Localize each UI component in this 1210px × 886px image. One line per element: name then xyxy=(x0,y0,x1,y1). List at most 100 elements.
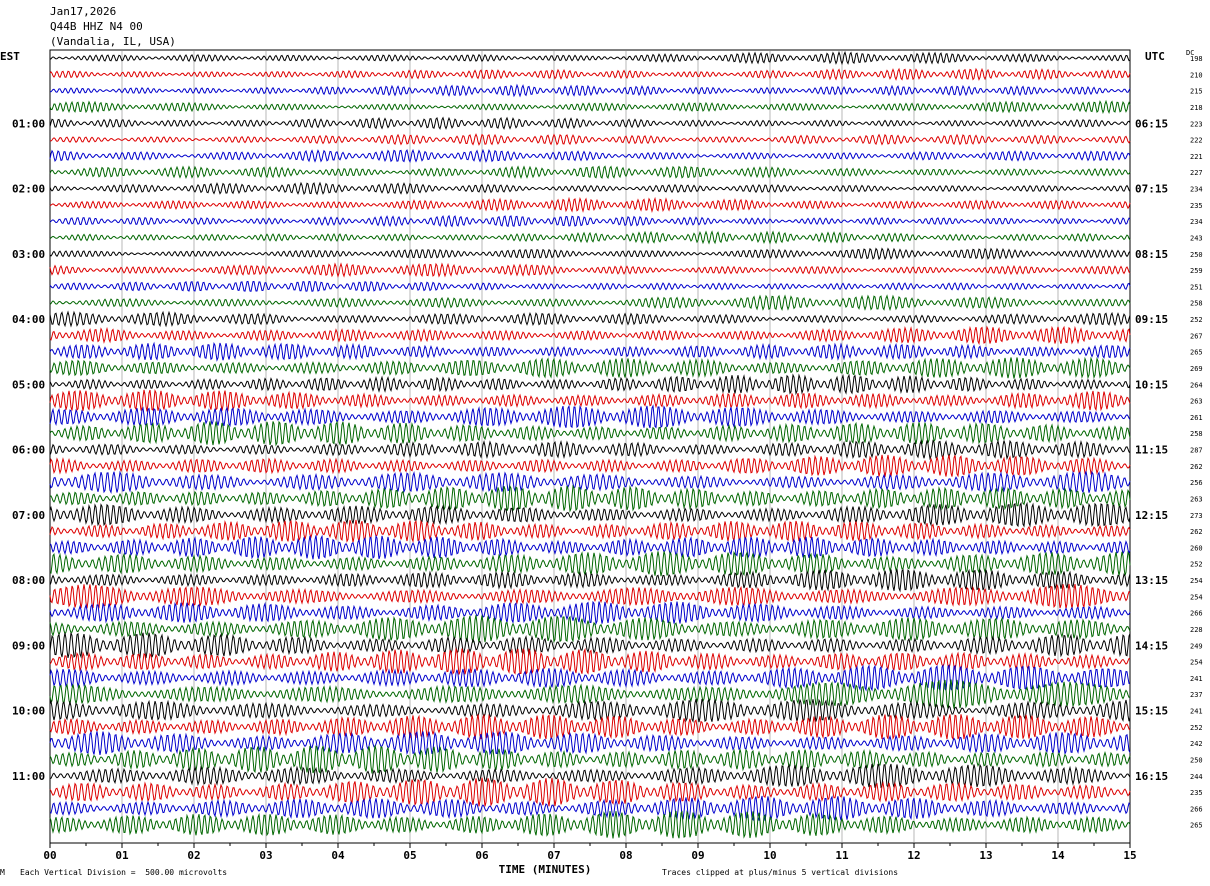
utc-hour-label: 10:15 xyxy=(1135,378,1168,391)
x-tick-label: 12 xyxy=(907,849,920,862)
x-tick-label: 01 xyxy=(115,849,129,862)
dc-offset-label: 264 xyxy=(1190,381,1203,389)
seismic-trace xyxy=(49,116,1131,130)
dc-offset-label: 258 xyxy=(1190,300,1203,308)
seismic-trace xyxy=(49,325,1131,346)
dc-offset-label: 235 xyxy=(1190,202,1203,210)
dc-offset-label: 258 xyxy=(1190,430,1203,438)
seismic-trace xyxy=(49,632,1131,659)
seismic-trace xyxy=(49,568,1131,593)
est-hour-label: 04:00 xyxy=(12,313,45,326)
dc-offset-label: 237 xyxy=(1190,691,1203,699)
est-hour-label: 06:00 xyxy=(12,444,45,457)
utc-hour-label: 06:15 xyxy=(1135,117,1168,130)
dc-offset-label: 249 xyxy=(1190,642,1203,650)
x-tick-label: 00 xyxy=(43,849,56,862)
dc-offset-label: 269 xyxy=(1190,365,1203,373)
est-hour-label: 07:00 xyxy=(12,509,45,522)
seismic-trace xyxy=(49,83,1131,98)
dc-offset-label: 273 xyxy=(1190,512,1203,520)
dc-header-label: DC xyxy=(1186,49,1195,57)
seismic-trace xyxy=(49,550,1131,577)
seismic-trace xyxy=(49,810,1131,839)
utc-hour-label: 07:15 xyxy=(1135,183,1168,196)
right-timezone-label: UTC xyxy=(1145,50,1165,63)
utc-hour-label: 12:15 xyxy=(1135,509,1168,522)
seismic-trace xyxy=(49,501,1131,528)
seismic-trace xyxy=(49,165,1131,180)
seismic-trace xyxy=(49,133,1131,146)
seismic-trace xyxy=(49,310,1131,328)
seismic-trace xyxy=(49,420,1131,447)
dc-offset-label: 235 xyxy=(1190,789,1203,797)
seismic-trace xyxy=(49,341,1131,362)
seismic-trace xyxy=(49,730,1131,757)
utc-hour-label: 16:15 xyxy=(1135,770,1168,783)
est-hour-label: 10:00 xyxy=(12,705,45,718)
x-tick-label: 14 xyxy=(1051,849,1065,862)
x-tick-label: 05 xyxy=(403,849,416,862)
dc-offset-label: 256 xyxy=(1190,479,1203,487)
x-tick-label: 13 xyxy=(979,849,992,862)
seismic-trace xyxy=(49,99,1131,115)
seismic-trace xyxy=(49,534,1131,560)
seismic-trace xyxy=(49,294,1131,312)
seismic-trace xyxy=(49,763,1131,789)
dc-offset-label: 223 xyxy=(1190,120,1203,128)
dc-offset-label: 251 xyxy=(1190,283,1203,291)
seismic-trace xyxy=(49,454,1131,478)
x-tick-label: 09 xyxy=(691,849,704,862)
left-timezone-label: EST xyxy=(0,50,20,63)
seismic-trace xyxy=(49,614,1131,644)
dc-offset-label: 228 xyxy=(1190,626,1203,634)
x-tick-label: 07 xyxy=(547,849,560,862)
utc-hour-label: 14:15 xyxy=(1135,639,1168,652)
dc-offset-label: 210 xyxy=(1190,71,1203,79)
dc-offset-label: 250 xyxy=(1190,756,1203,764)
seismic-trace xyxy=(49,404,1131,429)
x-tick-label: 02 xyxy=(187,849,200,862)
seismic-trace xyxy=(49,664,1131,692)
dc-offset-label: 218 xyxy=(1190,104,1203,112)
est-hour-label: 09:00 xyxy=(12,639,45,652)
seismic-trace xyxy=(49,356,1131,380)
dc-offset-label: 243 xyxy=(1190,234,1203,242)
seismic-trace xyxy=(49,196,1131,213)
seismic-trace xyxy=(49,181,1131,196)
utc-hour-label: 15:15 xyxy=(1135,705,1168,718)
utc-hour-label: 13:15 xyxy=(1135,574,1168,587)
dc-offset-label: 242 xyxy=(1190,740,1203,748)
seismic-trace xyxy=(49,214,1131,228)
seismic-trace xyxy=(49,583,1131,609)
seismic-trace xyxy=(49,470,1131,495)
dc-offset-label: 254 xyxy=(1190,659,1203,667)
seismic-trace xyxy=(49,745,1131,774)
est-hour-label: 02:00 xyxy=(12,183,45,196)
seismic-trace xyxy=(49,247,1131,261)
dc-offset-label: 260 xyxy=(1190,544,1203,552)
dc-offset-label: 244 xyxy=(1190,773,1203,781)
seismic-trace xyxy=(49,67,1131,81)
seismic-trace xyxy=(49,439,1131,461)
dc-offset-label: 252 xyxy=(1190,316,1203,324)
est-hour-label: 01:00 xyxy=(12,117,45,130)
dc-offset-label: 250 xyxy=(1190,251,1203,259)
clip-note: Traces clipped at plus/minus 5 vertical … xyxy=(662,868,899,877)
dc-offset-label: 215 xyxy=(1190,88,1203,96)
x-axis-label: TIME (MINUTES) xyxy=(499,863,592,876)
seismic-trace xyxy=(49,50,1131,66)
est-hour-label: 05:00 xyxy=(12,378,45,391)
dc-offset-label: 265 xyxy=(1190,349,1203,357)
x-tick-label: 15 xyxy=(1123,849,1136,862)
dc-offset-label: 263 xyxy=(1190,398,1203,406)
seismic-trace xyxy=(49,148,1131,164)
dc-offset-label: 262 xyxy=(1190,463,1203,471)
dc-offset-label: 252 xyxy=(1190,724,1203,732)
scale-note: Each Vertical Division = 500.00 microvol… xyxy=(20,868,228,877)
dc-offset-label: 266 xyxy=(1190,610,1203,618)
x-tick-label: 03 xyxy=(259,849,272,862)
dc-offset-label: 265 xyxy=(1190,822,1203,830)
seismic-trace xyxy=(49,262,1131,278)
seismic-trace xyxy=(49,373,1131,396)
